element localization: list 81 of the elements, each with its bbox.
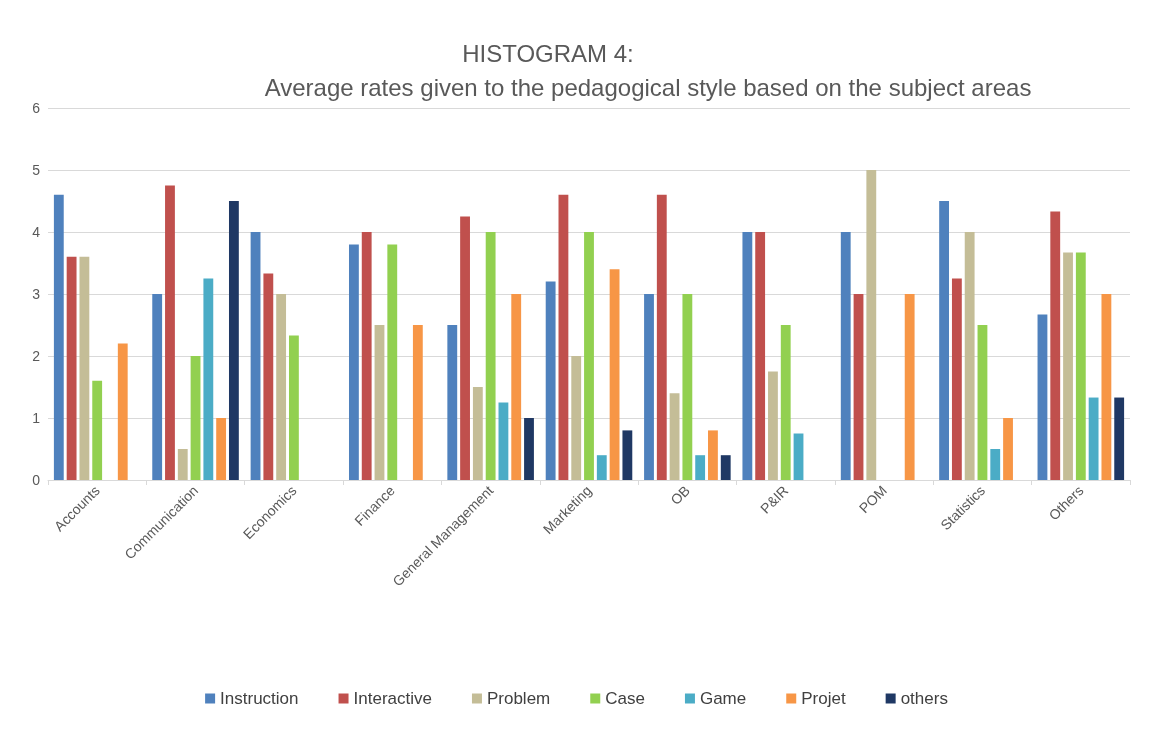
bar [511, 294, 522, 480]
chart-title: HISTOGRAM 4: [462, 39, 634, 67]
bar [545, 281, 556, 480]
bar [609, 269, 620, 480]
bar [152, 294, 163, 480]
bar [361, 232, 372, 480]
bar [1088, 397, 1099, 480]
bar [951, 278, 962, 480]
x-tick-label: OB [667, 482, 694, 508]
bar [622, 430, 633, 480]
chart-subtitle: Average rates given to the pedagogical style based on the subject areas [264, 73, 1032, 101]
bar [571, 356, 582, 480]
bar [288, 335, 299, 480]
legend-label: Instruction [220, 689, 299, 708]
bar [708, 430, 718, 480]
y-tick-label: 0 [32, 472, 41, 488]
bar [939, 201, 950, 480]
y-tick-label: 6 [32, 100, 41, 116]
bar [53, 194, 64, 480]
bar [66, 256, 77, 480]
bar [412, 325, 423, 480]
bar [840, 232, 851, 480]
bar [263, 273, 274, 480]
legend-label: Game [699, 689, 747, 708]
bar [755, 232, 766, 480]
bar [485, 232, 496, 480]
y-tick-label: 3 [32, 286, 41, 302]
bar [387, 244, 398, 480]
bar [117, 343, 128, 480]
bar [447, 325, 458, 480]
bar [276, 294, 287, 480]
bar [695, 455, 706, 480]
y-tick-label: 2 [32, 348, 41, 364]
bar [964, 232, 975, 480]
bar [904, 294, 915, 480]
bar [596, 455, 607, 480]
bar [768, 371, 778, 480]
bar [524, 418, 534, 480]
bar [165, 185, 175, 480]
bar [348, 244, 359, 480]
bar [682, 294, 693, 480]
bar [1003, 418, 1013, 480]
y-tick-label: 1 [32, 410, 41, 426]
bar [853, 294, 864, 480]
legend-label: Case [605, 689, 645, 708]
bar [177, 449, 188, 480]
bar [742, 232, 753, 480]
legend-label: Projet [801, 689, 846, 708]
bar [92, 380, 103, 480]
bar [1101, 294, 1112, 480]
bar [1037, 314, 1048, 480]
bar [472, 387, 483, 480]
bar [644, 294, 654, 480]
bar [1050, 211, 1061, 480]
bar [720, 455, 731, 480]
bar [250, 232, 261, 480]
y-tick-label: 5 [32, 162, 41, 178]
legend-label: Problem [486, 689, 551, 708]
bar [793, 433, 804, 480]
bar [977, 325, 988, 480]
bar [584, 232, 594, 480]
legend-label: others [900, 689, 948, 708]
bar [1114, 397, 1125, 480]
bar [866, 170, 877, 480]
bar [460, 216, 470, 480]
bar [79, 256, 90, 480]
bar [374, 325, 385, 480]
bar [1075, 252, 1086, 480]
bar [780, 325, 791, 480]
bar [216, 418, 227, 480]
bar [498, 402, 509, 480]
bar [990, 449, 1001, 480]
bar [1063, 252, 1073, 480]
legend-label: Interactive [353, 689, 432, 708]
y-tick-label: 4 [32, 224, 41, 240]
bar [228, 201, 239, 480]
bar [203, 278, 214, 480]
bar [656, 194, 667, 480]
bar [669, 393, 680, 480]
bar [190, 356, 201, 480]
bar [558, 194, 569, 480]
